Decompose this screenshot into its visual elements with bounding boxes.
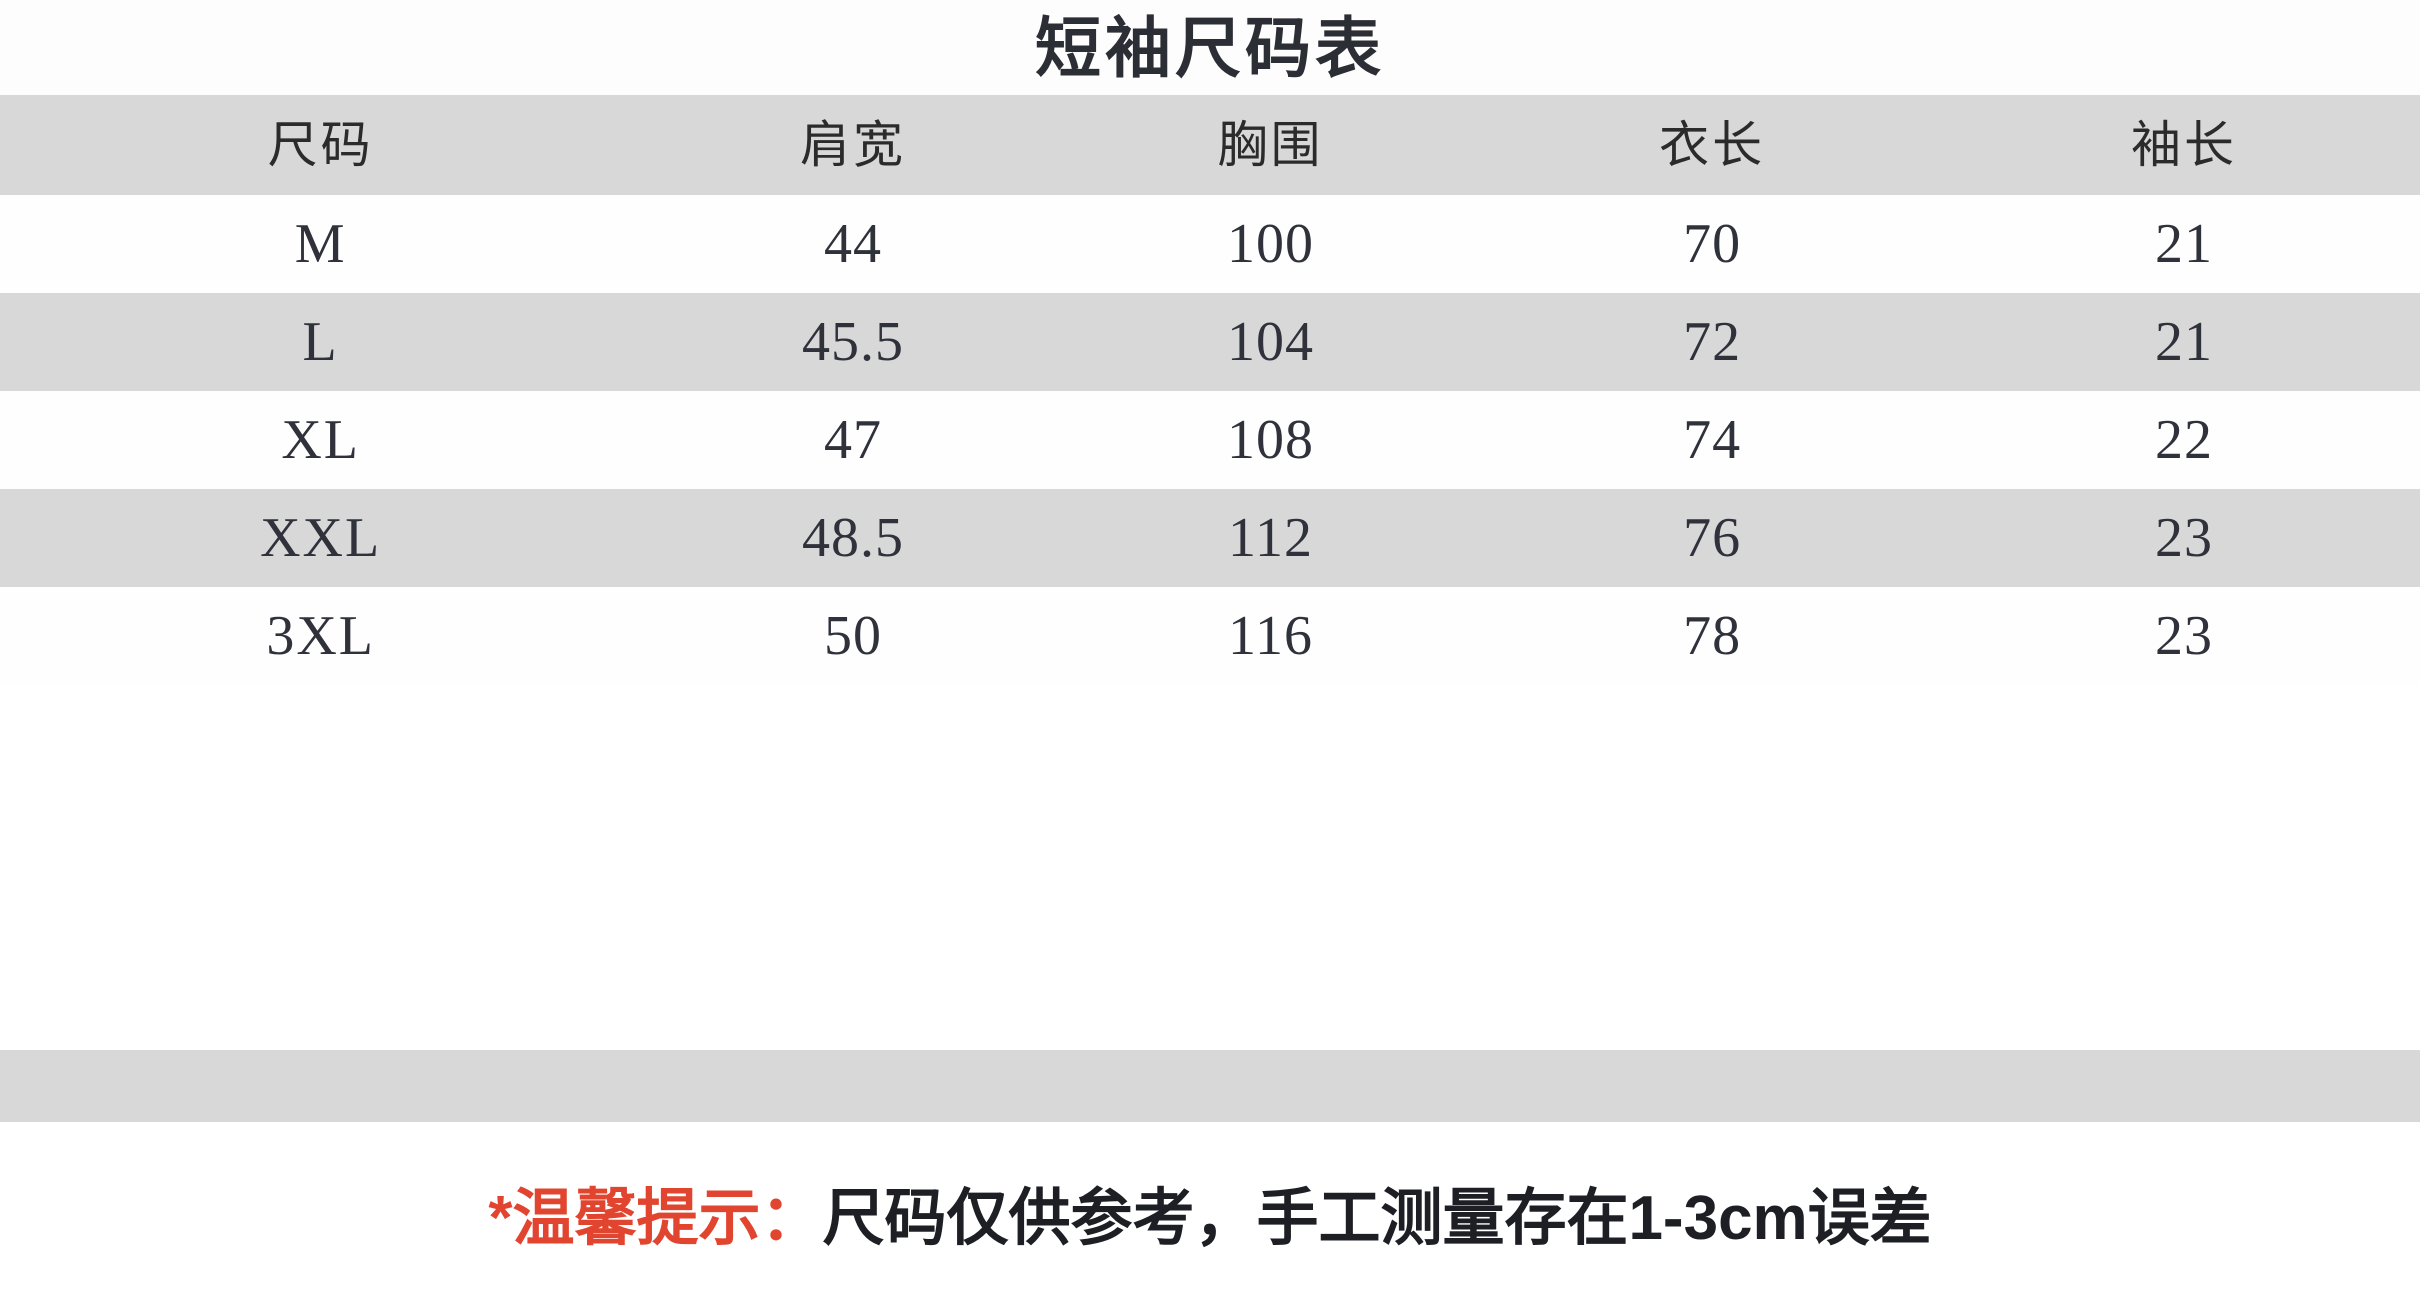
column-header-size: 尺码 bbox=[0, 95, 641, 195]
cell-length: 76 bbox=[1476, 489, 1948, 587]
cell-sleeve-value: 21 bbox=[2155, 311, 2214, 373]
cell-sleeve: 22 bbox=[1948, 391, 2420, 489]
column-header-size-label: 尺码 bbox=[267, 117, 374, 173]
cell-sleeve-value: 21 bbox=[2155, 213, 2214, 275]
cell-shoulder-value: 47 bbox=[824, 409, 883, 471]
cell-length-value: 70 bbox=[1683, 213, 1742, 275]
cell-chest: 104 bbox=[1065, 293, 1476, 391]
cell-shoulder: 50 bbox=[641, 587, 1065, 685]
cell-sleeve: 23 bbox=[1948, 489, 2420, 587]
cell-sleeve: 21 bbox=[1948, 195, 2420, 293]
cell-size-value: M bbox=[294, 213, 347, 275]
cell-sleeve-value: 23 bbox=[2155, 507, 2214, 569]
table-row: XXL 48.5 112 76 23 bbox=[0, 489, 2420, 587]
column-header-chest-label: 胸围 bbox=[1217, 117, 1324, 173]
cell-chest: 100 bbox=[1065, 195, 1476, 293]
table-row: M 44 100 70 21 bbox=[0, 195, 2420, 293]
cell-length: 78 bbox=[1476, 587, 1948, 685]
page-title-area: 短袖尺码表 bbox=[0, 0, 2420, 95]
column-header-sleeve: 袖长 bbox=[1948, 95, 2420, 195]
column-header-shoulder-label: 肩宽 bbox=[800, 117, 907, 173]
cell-shoulder: 47 bbox=[641, 391, 1065, 489]
cell-shoulder: 48.5 bbox=[641, 489, 1065, 587]
cell-chest-value: 108 bbox=[1226, 409, 1314, 471]
column-header-shoulder: 肩宽 bbox=[641, 95, 1065, 195]
disclaimer-highlight: *温馨提示： bbox=[488, 1183, 823, 1253]
cell-shoulder-value: 48.5 bbox=[802, 507, 905, 569]
column-header-length: 衣长 bbox=[1476, 95, 1948, 195]
cell-size: L bbox=[0, 293, 641, 391]
table-footer-band bbox=[0, 1050, 2420, 1122]
column-header-chest: 胸围 bbox=[1065, 95, 1476, 195]
cell-sleeve-value: 22 bbox=[2155, 409, 2214, 471]
cell-size-value: L bbox=[302, 311, 339, 373]
table-row: XL 47 108 74 22 bbox=[0, 391, 2420, 489]
cell-chest-value: 112 bbox=[1228, 507, 1313, 569]
cell-size: XXL bbox=[0, 489, 641, 587]
table-header-row: 尺码 肩宽 胸围 衣长 袖长 bbox=[0, 95, 2420, 195]
column-header-sleeve-label: 袖长 bbox=[2131, 117, 2238, 173]
cell-size-value: XXL bbox=[260, 507, 382, 569]
cell-length: 72 bbox=[1476, 293, 1948, 391]
cell-chest-value: 100 bbox=[1226, 213, 1314, 275]
cell-chest-value: 104 bbox=[1226, 311, 1314, 373]
page-title: 短袖尺码表 bbox=[1035, 10, 1385, 85]
cell-size: XL bbox=[0, 391, 641, 489]
cell-size-value: 3XL bbox=[266, 605, 375, 667]
cell-length-value: 74 bbox=[1683, 409, 1742, 471]
cell-sleeve-value: 23 bbox=[2155, 605, 2214, 667]
cell-chest: 112 bbox=[1065, 489, 1476, 587]
size-chart-table: 尺码 肩宽 胸围 衣长 袖长 M 44 100 bbox=[0, 95, 2420, 685]
cell-size: 3XL bbox=[0, 587, 641, 685]
cell-chest: 116 bbox=[1065, 587, 1476, 685]
cell-length-value: 78 bbox=[1683, 605, 1742, 667]
table-row: L 45.5 104 72 21 bbox=[0, 293, 2420, 391]
cell-sleeve: 23 bbox=[1948, 587, 2420, 685]
cell-shoulder: 44 bbox=[641, 195, 1065, 293]
disclaimer-body: 尺码仅供参考，手工测量存在1-3cm误差 bbox=[822, 1183, 1932, 1253]
cell-chest-value: 116 bbox=[1228, 605, 1313, 667]
cell-shoulder-value: 44 bbox=[824, 213, 883, 275]
cell-chest: 108 bbox=[1065, 391, 1476, 489]
cell-length-value: 72 bbox=[1683, 311, 1742, 373]
column-header-length-label: 衣长 bbox=[1659, 117, 1766, 173]
disclaimer-note: *温馨提示： 尺码仅供参考，手工测量存在1-3cm误差 bbox=[488, 1183, 1932, 1253]
cell-length: 74 bbox=[1476, 391, 1948, 489]
cell-size: M bbox=[0, 195, 641, 293]
cell-shoulder-value: 50 bbox=[824, 605, 883, 667]
cell-length: 70 bbox=[1476, 195, 1948, 293]
disclaimer-area: *温馨提示： 尺码仅供参考，手工测量存在1-3cm误差 bbox=[0, 1122, 2420, 1315]
cell-size-value: XL bbox=[281, 409, 360, 471]
cell-length-value: 76 bbox=[1683, 507, 1742, 569]
cell-shoulder: 45.5 bbox=[641, 293, 1065, 391]
table-row: 3XL 50 116 78 23 bbox=[0, 587, 2420, 685]
cell-sleeve: 21 bbox=[1948, 293, 2420, 391]
cell-shoulder-value: 45.5 bbox=[802, 311, 905, 373]
